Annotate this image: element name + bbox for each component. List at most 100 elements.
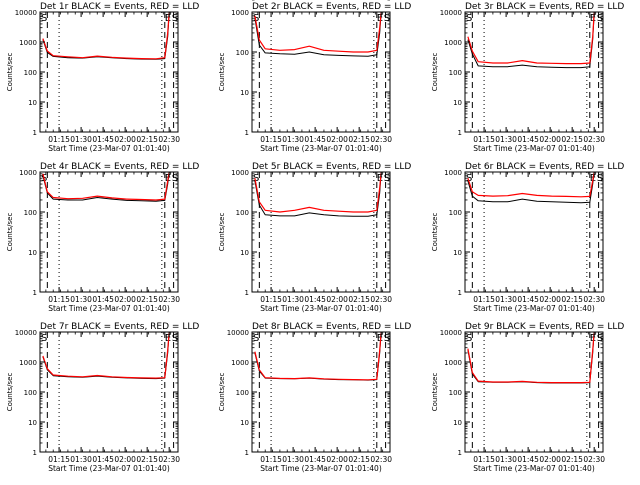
- y-tick-label: 100: [24, 69, 37, 77]
- x-tick-label: 02:00: [114, 295, 136, 304]
- x-tick-label: 02:15: [136, 455, 158, 464]
- x-tick-label: 02:00: [114, 455, 136, 464]
- y-tick-label: 1: [458, 449, 462, 457]
- plot-frame: [39, 11, 179, 133]
- x-tick-label: 01:15: [48, 455, 70, 464]
- x-tick-label: 02:30: [370, 135, 392, 144]
- y-tick-label: 1000: [231, 169, 249, 177]
- y-tick-label: 1: [458, 129, 462, 137]
- end-marker-label: E: [165, 13, 171, 24]
- x-tick-label: 01:30: [495, 455, 517, 464]
- x-axis-label: Start Time (23-Mar-07 01:01:40): [48, 304, 170, 313]
- lld-series-line: [467, 331, 595, 384]
- panel-title: Det 2r BLACK = Events, RED = LLD: [252, 2, 411, 12]
- y-tick-label: 1000: [19, 359, 37, 367]
- x-tick-label: 01:30: [70, 455, 92, 464]
- y-tick-label: 10000: [15, 329, 37, 337]
- end-marker-label: E: [165, 333, 171, 344]
- x-axis-label: Start Time (23-Mar-07 01:01:40): [48, 144, 170, 153]
- x-tick-label: 02:15: [348, 135, 370, 144]
- start-marker-label: S: [172, 333, 178, 344]
- x-tick-label: 02:15: [561, 295, 583, 304]
- x-tick-label: 01:45: [517, 295, 539, 304]
- end-marker-label: E: [590, 333, 596, 344]
- y-tick-label: 10: [28, 99, 37, 107]
- plot-frame: [464, 171, 604, 293]
- lld-series-line: [467, 11, 595, 65]
- events-series-line: [42, 13, 170, 60]
- x-tick-label: 01:45: [517, 135, 539, 144]
- x-tick-label: 01:45: [304, 295, 326, 304]
- start-marker-label: S: [172, 13, 178, 24]
- x-tick-label: 01:15: [48, 135, 70, 144]
- x-tick-label: 02:00: [539, 295, 561, 304]
- start-marker-label: S: [253, 173, 259, 184]
- panel-title: Det 8r BLACK = Events, RED = LLD: [252, 322, 411, 332]
- plot-frame: [251, 11, 391, 133]
- x-tick-label: 01:30: [70, 135, 92, 144]
- x-axis-label: Start Time (23-Mar-07 01:01:40): [473, 464, 595, 473]
- plot-frame: [39, 171, 179, 293]
- y-tick-label: 10000: [15, 9, 37, 17]
- y-tick-label: 10: [240, 89, 249, 97]
- x-axis-label: Start Time (23-Mar-07 01:01:40): [48, 464, 170, 473]
- panel-title: Det 9r BLACK = Events, RED = LLD: [465, 322, 624, 332]
- events-series-line: [42, 171, 170, 202]
- y-tick-label: 1000: [231, 9, 249, 17]
- y-axis-label: Counts/sec: [6, 373, 14, 412]
- y-tick-label: 100: [449, 209, 462, 217]
- plot-frame: [251, 331, 391, 453]
- x-tick-label: 01:30: [282, 135, 304, 144]
- plot-frame: [464, 11, 604, 133]
- x-tick-label: 01:15: [260, 135, 282, 144]
- y-tick-label: 10: [28, 419, 37, 427]
- x-tick-label: 02:00: [539, 455, 561, 464]
- y-tick-label: 10000: [227, 329, 249, 337]
- lld-series-line: [254, 331, 382, 381]
- end-marker-label: E: [377, 333, 383, 344]
- x-axis-label: Start Time (23-Mar-07 01:01:40): [260, 144, 382, 153]
- y-tick-label: 1: [33, 289, 37, 297]
- x-tick-label: 01:15: [260, 295, 282, 304]
- x-tick-label: 01:30: [282, 455, 304, 464]
- y-tick-label: 100: [449, 389, 462, 397]
- y-tick-label: 10: [453, 419, 462, 427]
- y-tick-label: 1: [458, 289, 462, 297]
- plot-frame: [464, 331, 604, 453]
- y-axis-label: Counts/sec: [218, 53, 226, 92]
- x-tick-label: 02:30: [583, 295, 605, 304]
- y-tick-label: 1000: [19, 39, 37, 47]
- start-marker-label: S: [597, 173, 603, 184]
- events-series-line: [254, 171, 382, 217]
- start-marker-label: S: [466, 13, 472, 24]
- x-tick-label: 01:45: [304, 455, 326, 464]
- plot-frame: [39, 331, 179, 453]
- panel-title: Det 1r BLACK = Events, RED = LLD: [40, 2, 199, 12]
- y-tick-label: 10: [28, 249, 37, 257]
- y-tick-label: 10000: [440, 9, 462, 17]
- start-marker-label: S: [253, 13, 259, 24]
- y-tick-label: 100: [236, 209, 249, 217]
- panel-title: Det 6r BLACK = Events, RED = LLD: [465, 162, 624, 172]
- start-marker-label: S: [597, 333, 603, 344]
- panel-title: Det 7r BLACK = Events, RED = LLD: [40, 322, 199, 332]
- start-marker-label: S: [172, 173, 178, 184]
- y-axis-label: Counts/sec: [218, 373, 226, 412]
- y-tick-label: 1000: [444, 169, 462, 177]
- lld-series-line: [254, 11, 382, 53]
- x-tick-label: 02:15: [136, 135, 158, 144]
- x-tick-label: 02:00: [326, 455, 348, 464]
- y-axis-label: Counts/sec: [6, 53, 14, 92]
- panel-title: Det 5r BLACK = Events, RED = LLD: [252, 162, 411, 172]
- x-tick-label: 02:30: [158, 135, 180, 144]
- x-tick-label: 01:30: [495, 135, 517, 144]
- x-tick-label: 01:15: [260, 455, 282, 464]
